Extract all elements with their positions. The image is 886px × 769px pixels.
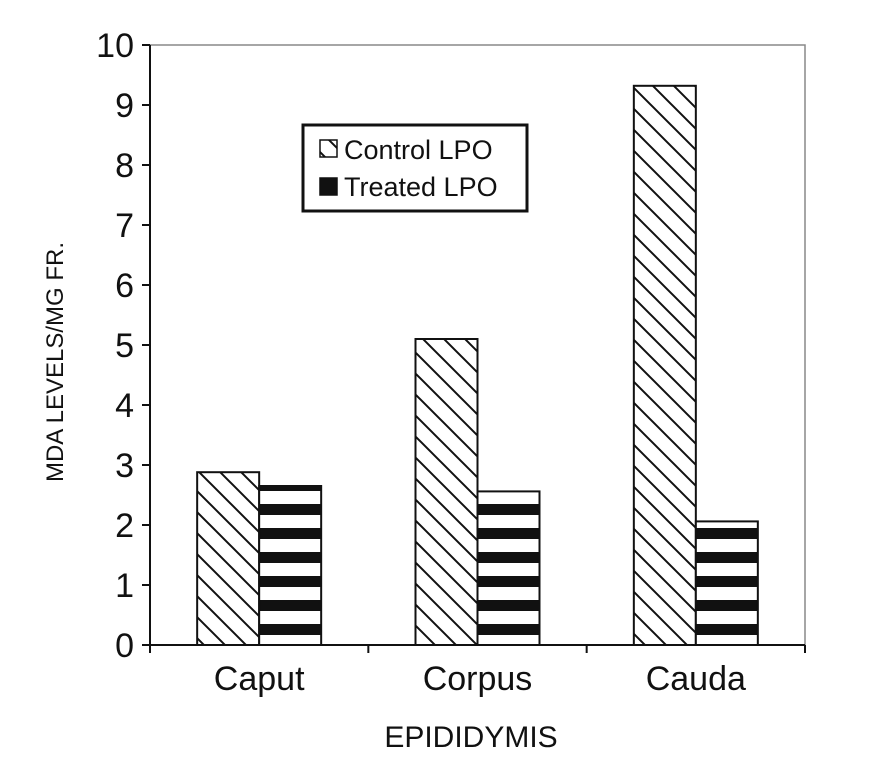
legend-label-treated: Treated LPO — [344, 172, 498, 202]
category-label: Corpus — [423, 660, 533, 698]
y-tick-label: 8 — [115, 147, 134, 185]
y-tick-label: 10 — [96, 27, 134, 65]
bar-treated-corpus — [476, 490, 541, 646]
y-tick-label: 4 — [115, 387, 134, 425]
y-tick-label: 2 — [115, 507, 134, 545]
legend-label-control: Control LPO — [344, 135, 493, 165]
x-ticks — [149, 645, 806, 653]
bars — [196, 84, 759, 647]
x-axis-title: EPIDIDYMIS — [384, 721, 557, 754]
bar-control-corpus — [414, 338, 479, 646]
legend-swatch-control — [319, 139, 338, 158]
legend: Control LPO Treated LPO — [301, 123, 529, 213]
y-tick-label: 7 — [115, 207, 134, 245]
y-axis-title: MDA LEVELS/MG FR. — [42, 242, 69, 482]
legend-box — [301, 123, 529, 213]
y-tick-label: 5 — [115, 327, 134, 365]
y-tick-label: 3 — [115, 447, 134, 485]
y-tick-label: 6 — [115, 267, 134, 305]
category-labels: Caput Corpus Cauda — [214, 660, 746, 698]
bar-treated-caput — [258, 485, 323, 646]
category-label: Cauda — [646, 660, 746, 698]
y-tick-label: 1 — [115, 567, 134, 605]
bar-control-cauda — [632, 84, 697, 647]
bar-control-caput — [196, 471, 261, 647]
y-ticks: 0 1 2 3 4 5 6 7 8 9 10 — [96, 27, 150, 665]
legend-swatch-treated — [319, 177, 338, 196]
y-tick-label: 0 — [115, 627, 134, 665]
category-label: Caput — [214, 660, 305, 698]
y-tick-label: 9 — [115, 87, 134, 125]
bar-treated-cauda — [694, 520, 759, 647]
